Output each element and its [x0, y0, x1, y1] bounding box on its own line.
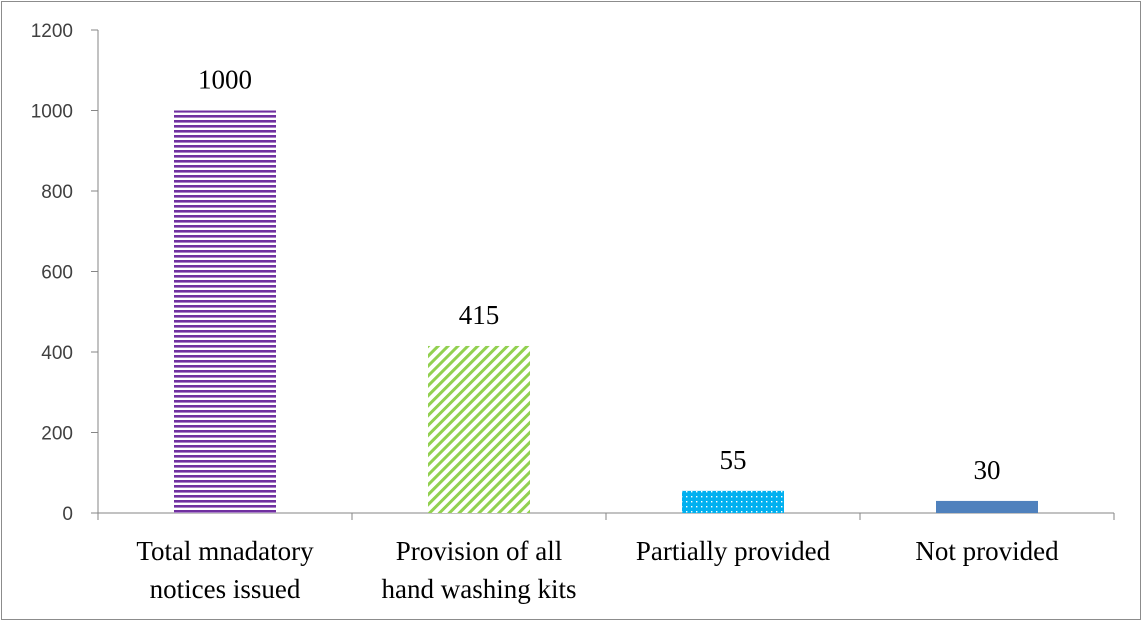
- bar: [682, 490, 784, 513]
- y-tick-label: 1000: [31, 102, 73, 123]
- y-axis: 0 200 400 600 800 1000 1200: [31, 21, 99, 525]
- x-category-label: Total mnadatory: [136, 536, 314, 566]
- bar: [936, 500, 1038, 513]
- y-tick-label: 200: [41, 424, 73, 445]
- y-tick-label: 1200: [31, 21, 73, 42]
- category-labels: Total mnadatory notices issued Provision o…: [136, 536, 1059, 604]
- data-label: 30: [974, 455, 1001, 485]
- x-category-label: notices issued: [150, 574, 301, 604]
- x-category-label: hand washing kits: [382, 574, 577, 604]
- bar: [428, 345, 530, 513]
- y-tick-label: 600: [41, 263, 73, 284]
- data-labels: 1000 415 55 30: [198, 65, 1001, 485]
- x-category-label: Not provided: [915, 536, 1059, 566]
- x-axis: [97, 512, 1115, 520]
- x-category-label: Provision of all: [396, 536, 563, 566]
- y-tick-label: 0: [62, 504, 73, 525]
- data-label: 1000: [198, 65, 252, 95]
- data-label: 55: [720, 445, 747, 475]
- bar: [174, 110, 276, 513]
- data-label: 415: [459, 300, 500, 330]
- x-category-label: Partially provided: [636, 536, 831, 566]
- bars: [174, 110, 1038, 513]
- y-tick-label: 400: [41, 343, 73, 364]
- y-tick-label: 800: [41, 182, 73, 203]
